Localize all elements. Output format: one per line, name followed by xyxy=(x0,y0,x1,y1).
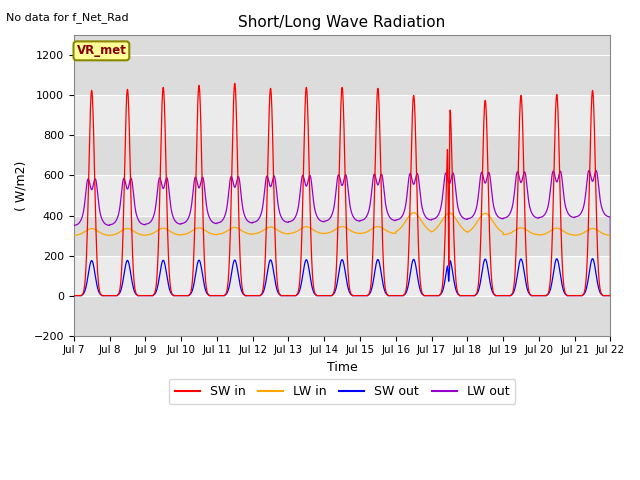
Legend: SW in, LW in, SW out, LW out: SW in, LW in, SW out, LW out xyxy=(169,379,515,405)
Bar xyxy=(74,255,611,296)
Text: No data for f_Net_Rad: No data for f_Net_Rad xyxy=(6,12,129,23)
X-axis label: Time: Time xyxy=(327,361,358,374)
Y-axis label: ( W/m2): ( W/m2) xyxy=(15,160,28,211)
Bar xyxy=(74,96,611,135)
Title: Short/Long Wave Radiation: Short/Long Wave Radiation xyxy=(239,15,445,30)
Bar xyxy=(74,176,611,216)
Text: VR_met: VR_met xyxy=(76,44,126,57)
Bar xyxy=(74,55,611,96)
Bar xyxy=(74,216,611,255)
Bar xyxy=(74,135,611,176)
Bar xyxy=(74,296,611,336)
